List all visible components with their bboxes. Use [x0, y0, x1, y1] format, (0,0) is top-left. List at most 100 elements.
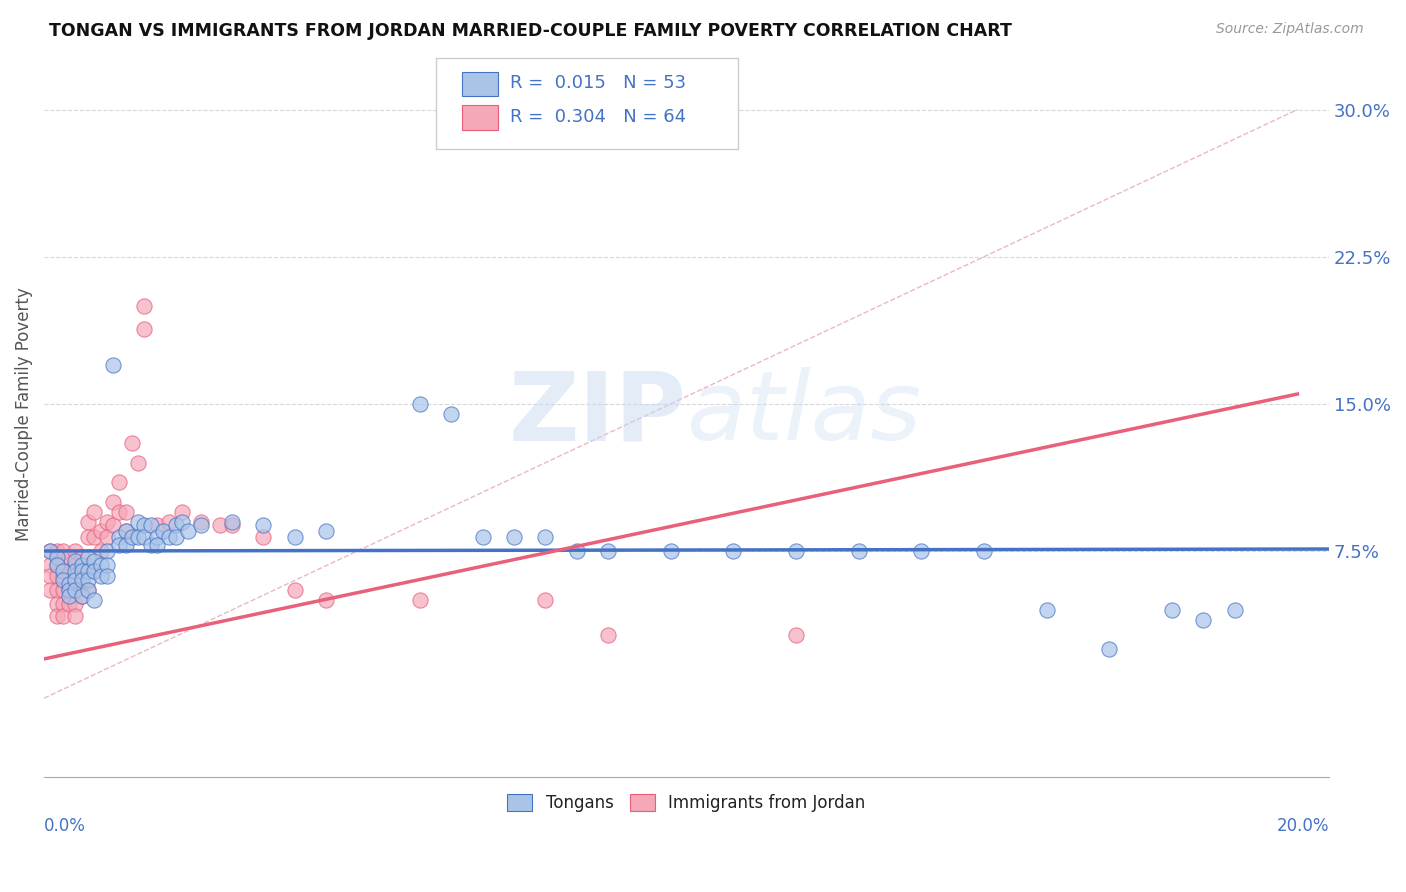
- Point: [114, 505, 136, 519]
- Point: [52, 544, 75, 558]
- Point: [70, 549, 93, 564]
- Point: [65, 558, 87, 572]
- Point: [52, 583, 75, 598]
- Point: [127, 515, 149, 529]
- Point: [409, 593, 432, 607]
- Point: [598, 544, 620, 558]
- Point: [101, 358, 124, 372]
- Point: [101, 518, 124, 533]
- Point: [96, 530, 118, 544]
- Point: [58, 597, 80, 611]
- Point: [723, 544, 745, 558]
- Point: [58, 583, 80, 598]
- Point: [65, 544, 87, 558]
- Point: [108, 475, 131, 490]
- Point: [127, 456, 149, 470]
- Point: [65, 554, 87, 568]
- Point: [170, 515, 193, 529]
- Point: [159, 530, 181, 544]
- Point: [785, 544, 807, 558]
- Point: [208, 518, 231, 533]
- Point: [127, 530, 149, 544]
- Point: [534, 530, 557, 544]
- Point: [70, 558, 93, 572]
- Point: [89, 569, 111, 583]
- Text: TONGAN VS IMMIGRANTS FROM JORDAN MARRIED-COUPLE FAMILY POVERTY CORRELATION CHART: TONGAN VS IMMIGRANTS FROM JORDAN MARRIED…: [49, 22, 1012, 40]
- Point: [96, 569, 118, 583]
- Point: [134, 518, 156, 533]
- Point: [70, 589, 93, 603]
- Point: [96, 558, 118, 572]
- Point: [52, 597, 75, 611]
- Point: [83, 530, 105, 544]
- Point: [1161, 603, 1184, 617]
- Point: [70, 564, 93, 578]
- Point: [45, 558, 67, 572]
- Point: [165, 530, 187, 544]
- Point: [96, 544, 118, 558]
- Point: [65, 583, 87, 598]
- Point: [565, 544, 588, 558]
- Text: 0.0%: 0.0%: [44, 816, 86, 835]
- Point: [139, 538, 162, 552]
- Bar: [461, 71, 498, 96]
- Point: [159, 515, 181, 529]
- Point: [190, 518, 212, 533]
- Point: [170, 505, 193, 519]
- Point: [139, 518, 162, 533]
- Point: [108, 505, 131, 519]
- Point: [114, 524, 136, 539]
- Point: [89, 524, 111, 539]
- FancyBboxPatch shape: [436, 58, 738, 149]
- Point: [83, 564, 105, 578]
- Point: [848, 544, 870, 558]
- Legend: Tongans, Immigrants from Jordan: Tongans, Immigrants from Jordan: [501, 788, 872, 819]
- Point: [177, 524, 200, 539]
- Point: [598, 628, 620, 642]
- Point: [1035, 603, 1057, 617]
- Point: [134, 299, 156, 313]
- Point: [503, 530, 526, 544]
- Point: [315, 524, 337, 539]
- Point: [96, 515, 118, 529]
- Point: [221, 515, 243, 529]
- Point: [52, 608, 75, 623]
- Point: [65, 574, 87, 588]
- Point: [252, 518, 274, 533]
- Text: R =  0.015   N = 53: R = 0.015 N = 53: [510, 74, 686, 93]
- Point: [785, 628, 807, 642]
- Point: [39, 544, 62, 558]
- Point: [165, 518, 187, 533]
- Point: [52, 574, 75, 588]
- Point: [65, 583, 87, 598]
- Point: [134, 530, 156, 544]
- Point: [77, 549, 100, 564]
- Point: [114, 538, 136, 552]
- Point: [39, 544, 62, 558]
- Point: [65, 564, 87, 578]
- Point: [70, 577, 93, 591]
- Point: [252, 530, 274, 544]
- Point: [146, 538, 169, 552]
- Point: [77, 574, 100, 588]
- Point: [409, 397, 432, 411]
- Point: [52, 564, 75, 578]
- Point: [58, 564, 80, 578]
- Point: [190, 515, 212, 529]
- Point: [58, 577, 80, 591]
- Point: [440, 407, 463, 421]
- Point: [315, 593, 337, 607]
- Point: [77, 583, 100, 598]
- Point: [58, 589, 80, 603]
- Point: [83, 554, 105, 568]
- Point: [83, 593, 105, 607]
- Point: [134, 322, 156, 336]
- Point: [58, 583, 80, 598]
- Text: Source: ZipAtlas.com: Source: ZipAtlas.com: [1216, 22, 1364, 37]
- Point: [221, 518, 243, 533]
- Point: [45, 608, 67, 623]
- Point: [659, 544, 682, 558]
- Point: [39, 583, 62, 598]
- Point: [114, 524, 136, 539]
- Point: [471, 530, 494, 544]
